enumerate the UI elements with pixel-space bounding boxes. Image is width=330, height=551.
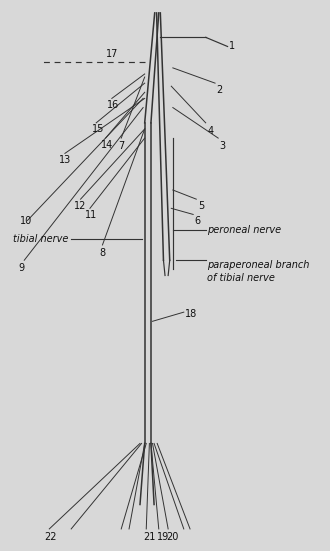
Text: 15: 15 [91,125,104,134]
Text: 13: 13 [59,155,71,165]
Text: paraperoneal branch
of tibial nerve: paraperoneal branch of tibial nerve [207,260,310,283]
Text: peroneal nerve: peroneal nerve [207,225,281,235]
Text: 18: 18 [185,309,198,318]
Text: 16: 16 [107,100,119,110]
Text: 2: 2 [216,85,223,95]
Text: 5: 5 [198,201,204,210]
Text: 20: 20 [167,532,179,542]
Text: 19: 19 [157,532,169,542]
Text: 17: 17 [106,48,118,59]
Text: 9: 9 [18,263,24,273]
Text: 4: 4 [207,126,214,136]
Text: 7: 7 [118,141,124,151]
Text: tibial nerve: tibial nerve [13,234,68,244]
Text: 12: 12 [74,201,87,210]
Text: 14: 14 [101,139,113,150]
Text: 11: 11 [85,210,97,220]
Text: 1: 1 [229,41,235,51]
Text: 10: 10 [19,215,32,225]
Text: 21: 21 [143,532,155,542]
Text: 6: 6 [195,216,201,226]
Text: 3: 3 [220,141,226,151]
Text: 22: 22 [45,532,57,542]
Text: 8: 8 [99,248,106,258]
